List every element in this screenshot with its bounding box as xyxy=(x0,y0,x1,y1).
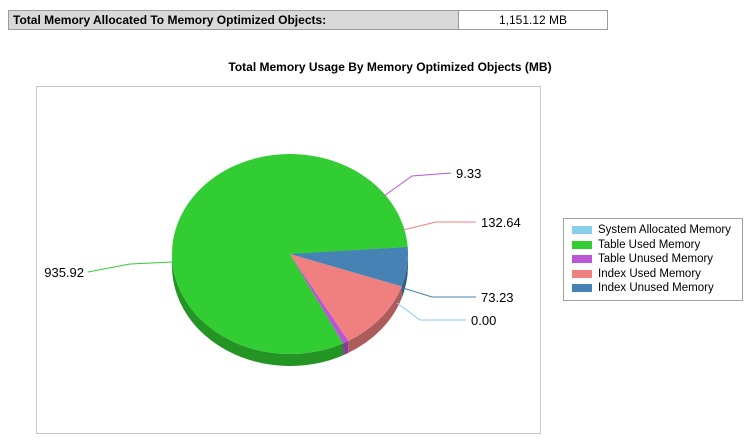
legend-item-index-unused-memory: Index Unused Memory xyxy=(572,281,742,296)
summary-bar: Total Memory Allocated To Memory Optimiz… xyxy=(8,10,608,30)
legend-swatch-table-used-memory xyxy=(572,240,592,249)
pie-slice-table-unused-memory xyxy=(290,254,349,344)
pie-slice-index-used-memory xyxy=(290,254,402,341)
legend-swatch-table-unused-memory xyxy=(572,255,592,264)
legend-swatch-index-unused-memory xyxy=(572,284,592,293)
chart-title: Total Memory Usage By Memory Optimized O… xyxy=(228,60,552,74)
legend-label-index-unused-memory: Index Unused Memory xyxy=(598,282,714,295)
pie-slice-index-unused-memory xyxy=(290,247,408,287)
legend-label-table-unused-memory: Table Unused Memory xyxy=(598,253,714,266)
legend-item-system-allocated-memory: System Allocated Memory xyxy=(572,223,742,238)
legend-label-system-allocated-memory: System Allocated Memory xyxy=(598,224,731,237)
leader-line-table-unused-memory xyxy=(383,172,452,197)
data-label-system-allocated-memory: 0.00 xyxy=(471,313,496,328)
data-label-index-used-memory: 132.64 xyxy=(481,215,521,230)
legend-item-table-used-memory: Table Used Memory xyxy=(572,238,742,253)
legend-label-table-used-memory: Table Used Memory xyxy=(598,238,701,251)
legend-label-index-used-memory: Index Used Memory xyxy=(598,267,701,280)
legend-swatch-system-allocated-memory xyxy=(572,226,592,235)
leader-line-index-unused-memory xyxy=(402,287,476,298)
pie-sides xyxy=(172,254,408,367)
plot-frame xyxy=(36,86,541,434)
legend-item-index-used-memory: Index Used Memory xyxy=(572,267,742,282)
legend-swatch-index-used-memory xyxy=(572,269,592,278)
leader-line-system-allocated-memory xyxy=(396,302,466,321)
summary-value: 1,151.12 MB xyxy=(459,11,607,29)
summary-label: Total Memory Allocated To Memory Optimiz… xyxy=(9,11,459,29)
data-label-table-used-memory: 935.92 xyxy=(44,265,84,280)
data-label-table-unused-memory: 9.33 xyxy=(456,166,481,181)
legend-item-table-unused-memory: Table Unused Memory xyxy=(572,252,742,267)
data-label-index-unused-memory: 73.23 xyxy=(481,290,514,305)
leader-line-index-used-memory xyxy=(402,221,476,231)
chart-legend: System Allocated Memory Table Used Memory… xyxy=(563,218,743,301)
leader-line-table-used-memory xyxy=(87,261,173,273)
pie-slice-table-used-memory xyxy=(171,154,408,355)
